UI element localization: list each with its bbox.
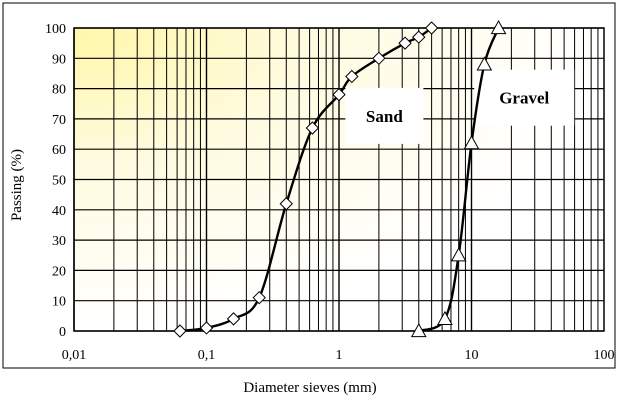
data-point-triangle bbox=[476, 56, 493, 71]
data-point-triangle bbox=[490, 19, 507, 35]
y-tick-label: 40 bbox=[52, 204, 66, 219]
annotation-label: Sand bbox=[366, 107, 403, 126]
annotation-box bbox=[474, 69, 575, 126]
data-point-diamond bbox=[412, 30, 426, 44]
data-point-triangle bbox=[450, 247, 467, 262]
series-sand bbox=[173, 21, 439, 338]
data-point-diamond bbox=[252, 290, 266, 305]
data-point-diamond bbox=[398, 36, 412, 50]
grid bbox=[73, 27, 604, 332]
y-tick-label: 0 bbox=[59, 325, 66, 340]
data-point-diamond bbox=[199, 321, 214, 335]
x-tick-label: 1 bbox=[336, 348, 343, 363]
x-tick-label: 0,1 bbox=[198, 348, 216, 363]
y-tick-label: 70 bbox=[52, 113, 66, 128]
x-tick-label: 10 bbox=[465, 348, 479, 363]
data-point-triangle bbox=[410, 322, 427, 338]
y-tick-label: 60 bbox=[52, 143, 66, 158]
data-point-diamond bbox=[173, 324, 187, 338]
series-gravel bbox=[410, 19, 507, 338]
y-tick-label: 80 bbox=[52, 83, 66, 98]
data-point-diamond bbox=[424, 21, 439, 35]
annotation-label: Gravel bbox=[499, 89, 549, 108]
x-tick-label: 100 bbox=[594, 348, 615, 363]
annotation-box bbox=[345, 87, 424, 144]
data-point-triangle bbox=[437, 310, 453, 325]
data-point-diamond bbox=[372, 51, 386, 66]
y-tick-labels: 0 10 20 30 40 50 60 70 80 90 100 bbox=[45, 22, 66, 340]
data-point-diamond bbox=[345, 69, 359, 84]
y-axis-label: Passing (%) bbox=[9, 149, 25, 221]
x-tick-label: 0,01 bbox=[62, 348, 87, 363]
data-point-diamond bbox=[332, 87, 346, 102]
data-point-diamond bbox=[279, 197, 293, 211]
y-tick-label: 50 bbox=[52, 174, 66, 189]
y-tick-label: 100 bbox=[45, 22, 66, 37]
series-layer bbox=[173, 19, 507, 338]
plot-frame bbox=[73, 27, 605, 332]
y-tick-label: 10 bbox=[52, 295, 66, 310]
y-tick-label: 20 bbox=[52, 264, 66, 279]
data-point-diamond bbox=[305, 121, 320, 135]
x-tick-labels: 0,01 0,1 1 10 100 bbox=[62, 348, 615, 363]
data-point-diamond bbox=[226, 312, 241, 326]
x-axis-label: Diameter sieves (mm) bbox=[243, 380, 376, 396]
y-tick-label: 30 bbox=[52, 234, 66, 249]
annotations: Sand Gravel bbox=[345, 69, 575, 144]
data-point-triangle bbox=[463, 135, 480, 150]
y-tick-label: 90 bbox=[52, 52, 66, 67]
